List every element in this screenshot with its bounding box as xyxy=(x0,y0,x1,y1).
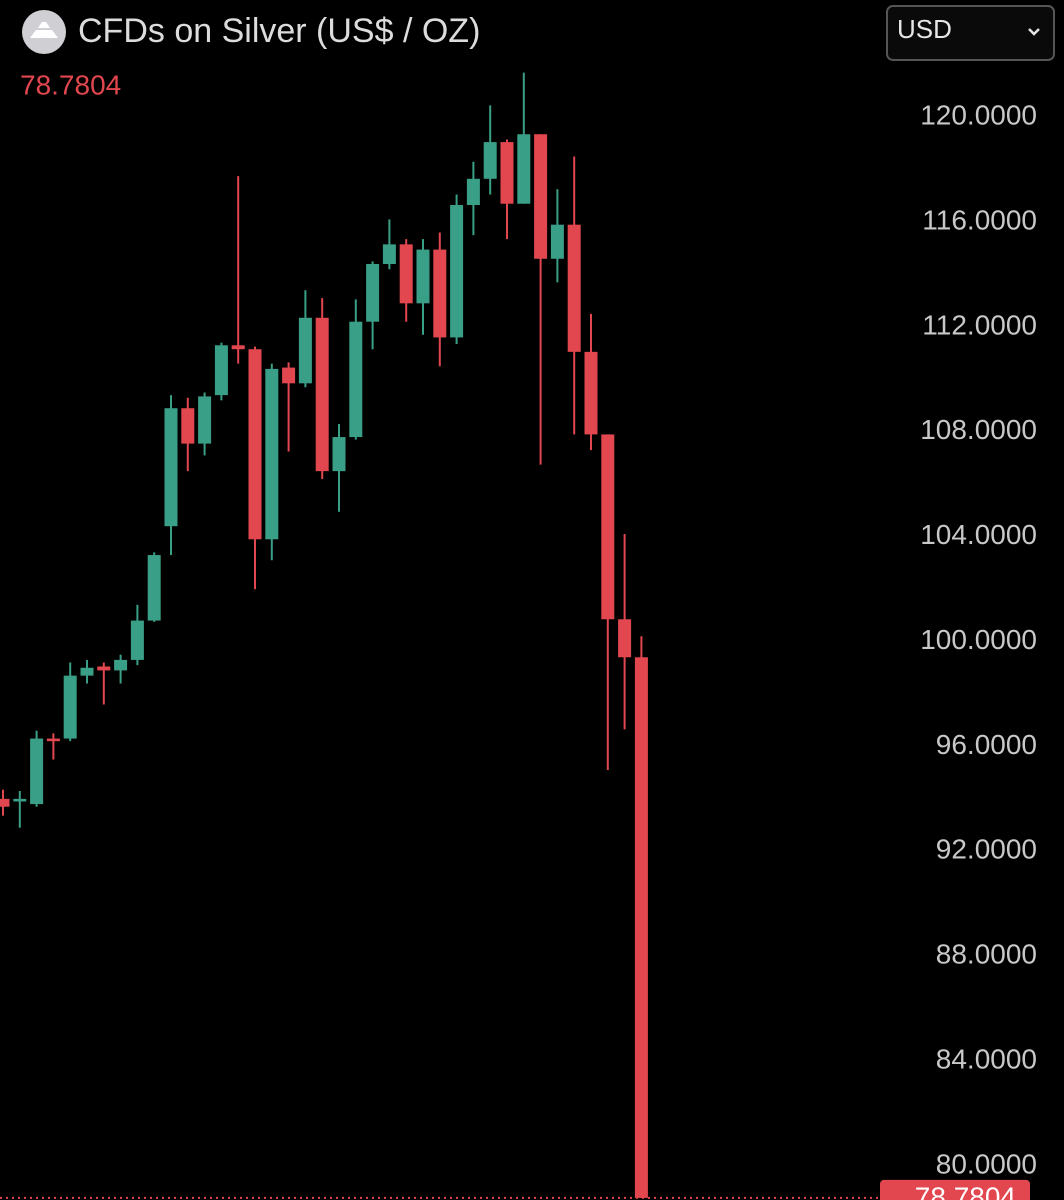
last-price: 78.7804 xyxy=(20,69,121,100)
candle-body xyxy=(618,619,632,658)
candle-body xyxy=(114,659,128,671)
y-tick-label: 100.0000 xyxy=(920,624,1037,655)
candle-body xyxy=(147,555,161,621)
y-tick-label: 112.0000 xyxy=(922,309,1037,340)
candle-body xyxy=(634,657,648,1198)
candle-body xyxy=(231,345,245,350)
candle-body xyxy=(433,249,447,338)
candle-body xyxy=(483,142,497,179)
candle-body xyxy=(282,367,296,384)
candle-body xyxy=(0,798,10,807)
currency-dropdown[interactable] xyxy=(886,5,1055,61)
candle-body xyxy=(382,244,396,265)
candle-body xyxy=(466,178,480,206)
y-tick-label: 120.0000 xyxy=(920,100,1037,131)
y-tick-label: 88.0000 xyxy=(936,939,1037,970)
candle-body xyxy=(567,224,581,352)
candle-body xyxy=(550,224,564,259)
y-tick-label: 84.0000 xyxy=(936,1043,1037,1074)
candle-body xyxy=(450,205,464,338)
candle-body xyxy=(265,368,279,540)
candle-body xyxy=(315,317,329,472)
y-tick-label: 116.0000 xyxy=(922,204,1037,235)
y-tick-label: 96.0000 xyxy=(936,729,1037,760)
candle-body xyxy=(517,134,531,204)
chart-title: CFDs on Silver (US$ / OZ) xyxy=(78,12,480,50)
y-tick-label: 104.0000 xyxy=(920,519,1037,550)
last-price-badge-label: 78.7804 xyxy=(915,1181,1016,1200)
candle-body xyxy=(181,408,195,444)
candle-body xyxy=(500,142,514,204)
candle-body xyxy=(97,666,111,671)
candle-body xyxy=(298,317,312,384)
candle-body xyxy=(416,249,430,304)
candle-body xyxy=(164,408,178,527)
currency-label: USD xyxy=(897,14,952,44)
candle-body xyxy=(584,351,598,435)
candle-body xyxy=(30,738,44,805)
candle-body xyxy=(332,437,346,472)
dropdown-chevron xyxy=(1028,28,1040,36)
candle-body xyxy=(80,667,94,676)
y-tick-label: 92.0000 xyxy=(936,834,1037,865)
candle-body xyxy=(349,321,363,438)
candle-body xyxy=(13,798,27,802)
silver-icon-bars xyxy=(30,22,58,38)
candle-body xyxy=(601,434,615,620)
candle-body xyxy=(366,264,380,322)
y-tick-label: 80.0000 xyxy=(936,1148,1037,1179)
candle-body xyxy=(399,244,413,304)
candle-body xyxy=(63,675,77,739)
y-tick-label: 108.0000 xyxy=(920,414,1037,445)
candle-body xyxy=(534,134,548,259)
candle-body xyxy=(214,345,228,396)
candle-body xyxy=(130,620,144,660)
candle-body xyxy=(46,738,60,742)
candle-body xyxy=(248,349,262,540)
candle-body xyxy=(198,396,212,444)
last-price-badge xyxy=(880,1179,1030,1200)
